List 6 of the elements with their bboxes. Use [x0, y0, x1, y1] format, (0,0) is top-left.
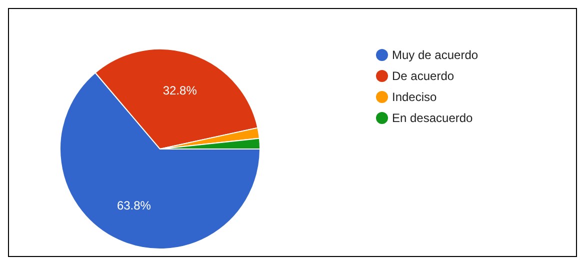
- legend-label: En desacuerdo: [392, 111, 473, 125]
- data-label: 32.8%: [162, 83, 198, 98]
- legend-label: De acuerdo: [392, 69, 454, 83]
- legend-label: Muy de acuerdo: [392, 48, 478, 62]
- data-label: 63.8%: [116, 198, 152, 212]
- legend-label: Indeciso: [392, 90, 437, 104]
